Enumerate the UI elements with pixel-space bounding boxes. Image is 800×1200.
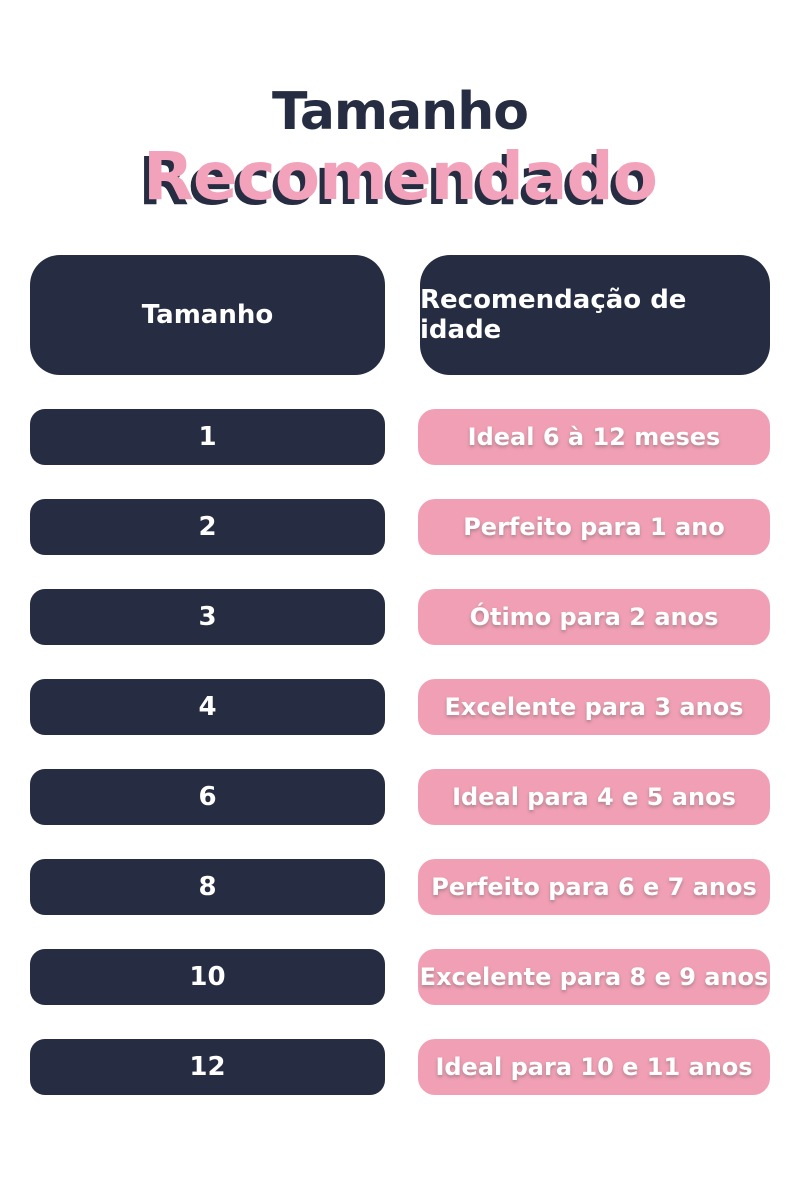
recommendation-badge: Excelente para 3 anos bbox=[418, 679, 770, 735]
page-subtitle: Recomendado bbox=[143, 138, 658, 215]
size-cell: 1 bbox=[30, 409, 385, 465]
size-cell: 10 bbox=[30, 949, 385, 1005]
recommendation-badge: Perfeito para 6 e 7 anos bbox=[418, 859, 770, 915]
size-cell: 2 bbox=[30, 499, 385, 555]
table-row: 3 Ótimo para 2 anos bbox=[0, 589, 800, 645]
table-row: 2 Perfeito para 1 ano bbox=[0, 499, 800, 555]
size-cell: 8 bbox=[30, 859, 385, 915]
table-row: 10 Excelente para 8 e 9 anos bbox=[0, 949, 800, 1005]
recommendation-badge: Ótimo para 2 anos bbox=[418, 589, 770, 645]
size-cell: 3 bbox=[30, 589, 385, 645]
size-cell: 12 bbox=[30, 1039, 385, 1095]
table-row: 4 Excelente para 3 anos bbox=[0, 679, 800, 735]
size-cell: 4 bbox=[30, 679, 385, 735]
recommendation-badge: Ideal 6 à 12 meses bbox=[418, 409, 770, 465]
table-row: 1 Ideal 6 à 12 meses bbox=[0, 409, 800, 465]
column-header-age: Recomendação de idade bbox=[420, 255, 770, 375]
table-row: 6 Ideal para 4 e 5 anos bbox=[0, 769, 800, 825]
table-row: 8 Perfeito para 6 e 7 anos bbox=[0, 859, 800, 915]
column-header-size: Tamanho bbox=[30, 255, 385, 375]
recommendation-badge: Ideal para 4 e 5 anos bbox=[418, 769, 770, 825]
recommendation-badge: Perfeito para 1 ano bbox=[418, 499, 770, 555]
size-cell: 6 bbox=[30, 769, 385, 825]
table-row: 12 Ideal para 10 e 11 anos bbox=[0, 1039, 800, 1095]
recommendation-badge: Ideal para 10 e 11 anos bbox=[418, 1039, 770, 1095]
recommendation-badge: Excelente para 8 e 9 anos bbox=[418, 949, 770, 1005]
page-title: Tamanho bbox=[272, 82, 529, 142]
